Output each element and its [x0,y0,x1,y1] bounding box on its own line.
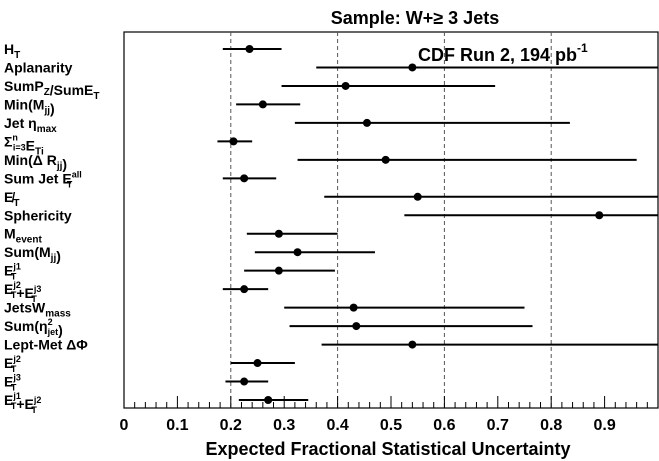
chart-title: Sample: W+≥ 3 Jets [331,8,499,28]
row-label: Ej2 T [4,354,21,374]
x-tick-label: 0.9 [593,417,615,434]
data-point [240,285,249,294]
row-label: Ej3 T [4,373,21,393]
row-label: Sum(η2 jet) [4,317,63,338]
data-rows [217,45,658,404]
x-tick-label: 0.6 [433,417,455,434]
x-tick-label: 0.2 [220,417,242,434]
row-label: Min(Δ Rjj) [4,152,67,172]
x-tick-label: 0.3 [273,417,295,434]
data-point [595,211,604,220]
data-point [264,396,273,404]
x-tick-label: 0.1 [166,417,188,434]
data-point [341,81,350,90]
row-label: Ej2 T+Ej3 T [4,280,41,304]
data-point [362,118,371,127]
plot-frame [123,31,659,409]
x-tick-label: 0.7 [487,417,509,434]
row-label: HT [4,41,20,61]
data-point [413,192,422,201]
x-tick-label: 0.5 [380,417,402,434]
data-point [352,322,361,331]
data-point [245,45,254,53]
data-point [240,377,249,386]
run-annotation: CDF Run 2, 194 pb-1 [418,41,588,65]
row-label: SumPZ/SumET [4,78,99,102]
x-tick-label: 0.4 [326,417,348,434]
x-tick-label: 0.8 [540,417,562,434]
data-point [229,137,238,146]
data-point [408,340,417,349]
row-label: JetsWmass [4,300,71,320]
data-point [381,155,390,164]
row-label: Aplanarity [4,59,73,75]
data-point [349,303,358,312]
row-label: Jet ηmax [4,115,57,135]
data-point [293,248,302,257]
data-point [408,63,417,72]
row-label: Sphericity [4,207,72,223]
x-tick-label: 0 [120,417,129,434]
row-label: Σn i=3ETi [4,132,44,157]
row-label: Min(Mjj) [4,96,55,116]
row-label: Sum Jet Eall T [4,169,82,189]
data-point [253,359,262,368]
data-point [274,266,283,275]
x-axis: 0 0.1 0.2 0.3 0.4 0.5 0.6 0.7 0.8 0.9 [120,396,659,434]
row-label: Ej1 T [4,262,21,282]
row-label: Sum(Mjj) [4,244,61,264]
row-label: E̸T [4,189,19,209]
data-point [240,174,249,183]
data-point [258,100,267,109]
data-point [274,229,283,238]
gridlines [230,32,552,408]
row-label: Ej1 T+Ej2 T [4,391,41,415]
row-label: Mevent [4,226,42,246]
row-label: Lept-Met ΔΦ [4,337,88,353]
x-axis-label: Expected Fractional Statistical Uncertai… [205,439,570,459]
